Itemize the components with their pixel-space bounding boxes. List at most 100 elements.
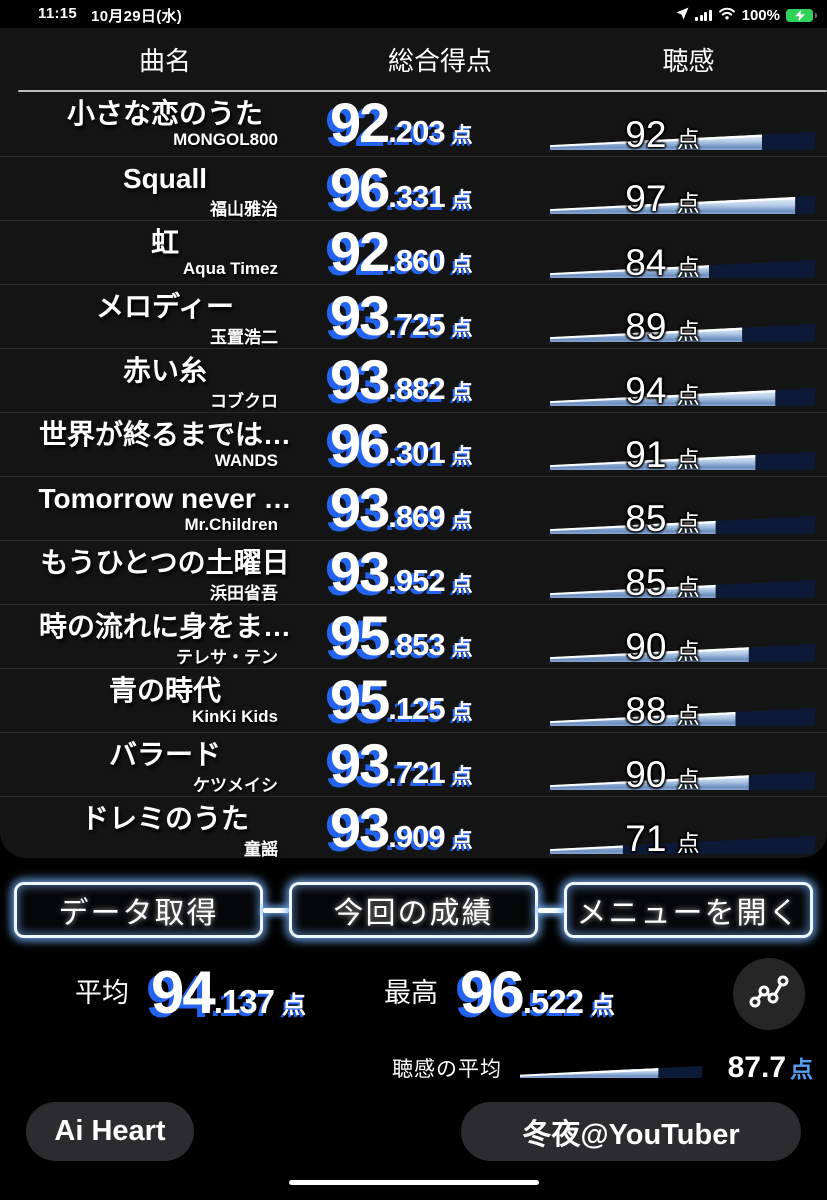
hearing-score-value: 88: [625, 690, 677, 731]
home-indicator[interactable]: [288, 1180, 539, 1185]
hearing-score-label: 94 点: [550, 372, 815, 409]
song-cell: メロディー 玉置浩二: [0, 285, 330, 348]
fetch-data-button[interactable]: データ取得: [14, 882, 263, 938]
score-decimal: .725: [388, 307, 445, 342]
song-title: 世界が終るまでは…: [38, 419, 291, 450]
hearing-score-unit: 点: [676, 510, 700, 536]
song-title: メロディー: [95, 291, 235, 322]
nav-button-bar: データ取得 今回の成績 メニューを開く: [0, 874, 827, 946]
hearing-cell: 97 点: [550, 157, 827, 220]
status-bar: 11:15 10月29日(水) 100%: [0, 0, 827, 28]
hearing-score-label: 91 点: [550, 436, 815, 473]
hearing-average-score: 87.7 点: [728, 1050, 813, 1085]
best-score: 96 .522 点: [460, 962, 615, 1024]
average-score-decimal: .137: [213, 983, 275, 1020]
total-score-cell: 93 .952 点: [330, 541, 550, 604]
score-unit: 点: [451, 637, 473, 660]
battery-charging-icon: [786, 8, 817, 22]
app-name-button[interactable]: Ai Heart: [26, 1102, 194, 1161]
table-row: 時の流れに身をま… テレサ・テン 95 .853 点 90 点: [0, 604, 827, 668]
header-divider: [18, 90, 827, 92]
cellular-signal-icon: [695, 9, 712, 21]
hearing-score-unit: 点: [676, 638, 700, 664]
hearing-score-label: 85 点: [550, 500, 815, 537]
hearing-bar: [550, 324, 815, 342]
song-artist: 福山雅治: [210, 199, 278, 219]
score-unit: 点: [451, 509, 473, 532]
hearing-score-unit: 点: [676, 318, 700, 344]
total-score-cell: 96 .331 点: [330, 157, 550, 220]
score-decimal: .721: [388, 755, 445, 790]
best-label: 最高: [383, 978, 438, 1008]
total-score-cell: 93 .721 点: [330, 733, 550, 796]
best-score-decimal: .522: [522, 983, 584, 1020]
hearing-bar: [550, 580, 815, 598]
score-decimal: .869: [388, 499, 445, 534]
hearing-score-unit: 点: [676, 830, 700, 856]
hearing-score-unit: 点: [676, 382, 700, 408]
total-score-cell: 92 .203 点: [330, 92, 550, 156]
score-integer: 93: [330, 476, 390, 539]
score-decimal: .301: [388, 435, 445, 470]
button-connector: [263, 907, 289, 913]
score-integer: 96: [330, 156, 390, 219]
score-integer: 95: [330, 668, 390, 731]
battery-percent: 100%: [741, 6, 780, 24]
song-title: 赤い糸: [122, 355, 207, 386]
hearing-score-value: 91: [625, 434, 677, 475]
table-row: ドレミのうた 童謡 93 .909 点 71 点: [0, 796, 827, 858]
hearing-cell: 92 点: [550, 92, 827, 156]
hearing-cell: 88 点: [550, 669, 827, 732]
song-artist: WANDS: [214, 450, 278, 470]
score-table-card: 曲名 総合得点 聴感 小さな恋のうた MONGOL800 92 .203 点 9…: [0, 28, 827, 858]
hearing-bar: [550, 388, 815, 406]
score-unit: 点: [451, 445, 473, 468]
song-cell: 虹 Aqua Timez: [0, 221, 330, 284]
table-row: 青の時代 KinKi Kids 95 .125 点 88 点: [0, 668, 827, 732]
song-title: 小さな恋のうた: [66, 98, 263, 129]
button-connector: [538, 907, 564, 913]
song-artist: 玉置浩二: [210, 327, 278, 347]
song-title: 時の流れに身をま…: [38, 611, 291, 642]
hearing-score-unit: 点: [676, 574, 700, 600]
table-row: メロディー 玉置浩二 93 .725 点 89 点: [0, 284, 827, 348]
song-artist: ケツメイシ: [193, 775, 278, 795]
score-unit: 点: [451, 317, 473, 340]
score-decimal: .909: [388, 819, 445, 854]
hearing-score-label: 71 点: [550, 820, 815, 857]
score-decimal: .860: [388, 243, 445, 278]
column-header-hearing: 聴感: [662, 45, 715, 76]
hearing-bar: [550, 452, 815, 470]
score-integer: 96: [330, 412, 390, 475]
score-decimal: .203: [388, 114, 445, 149]
hearing-bar: [550, 836, 815, 854]
song-title: ドレミのうた: [80, 803, 249, 834]
hearing-cell: 84 点: [550, 221, 827, 284]
hearing-cell: 90 点: [550, 733, 827, 796]
song-title: Squall: [122, 163, 207, 194]
score-integer: 93: [330, 284, 390, 347]
table-row: 赤い糸 コブクロ 93 .882 点 94 点: [0, 348, 827, 412]
hearing-average-row: 聴感の平均 87.7 点: [0, 1050, 827, 1085]
song-cell: バラード ケツメイシ: [0, 733, 330, 796]
average-score-integer: 94: [151, 959, 216, 1026]
hearing-bar: [550, 644, 815, 662]
score-graph-button[interactable]: [733, 958, 805, 1030]
song-cell: 世界が終るまでは… WANDS: [0, 413, 330, 476]
song-artist: Aqua Timez: [182, 258, 278, 278]
song-title: もうひとつの土曜日: [40, 547, 290, 578]
hearing-average-value: 87.7: [727, 1051, 786, 1084]
song-artist: KinKi Kids: [192, 706, 278, 726]
current-results-button[interactable]: 今回の成績: [289, 882, 538, 938]
average-score: 94 .137 点: [151, 962, 306, 1024]
song-cell: ドレミのうた 童謡: [0, 797, 330, 858]
hearing-score-unit: 点: [676, 126, 700, 152]
hearing-average-bar: [520, 1065, 702, 1078]
hearing-bar: [550, 260, 815, 278]
user-name-button[interactable]: 冬夜@YouTuber: [461, 1102, 801, 1161]
total-score-cell: 93 .909 点: [330, 797, 550, 858]
open-menu-button[interactable]: メニューを開く: [564, 882, 813, 938]
hearing-cell: 71 点: [550, 797, 827, 858]
song-artist: 童謡: [244, 839, 278, 858]
